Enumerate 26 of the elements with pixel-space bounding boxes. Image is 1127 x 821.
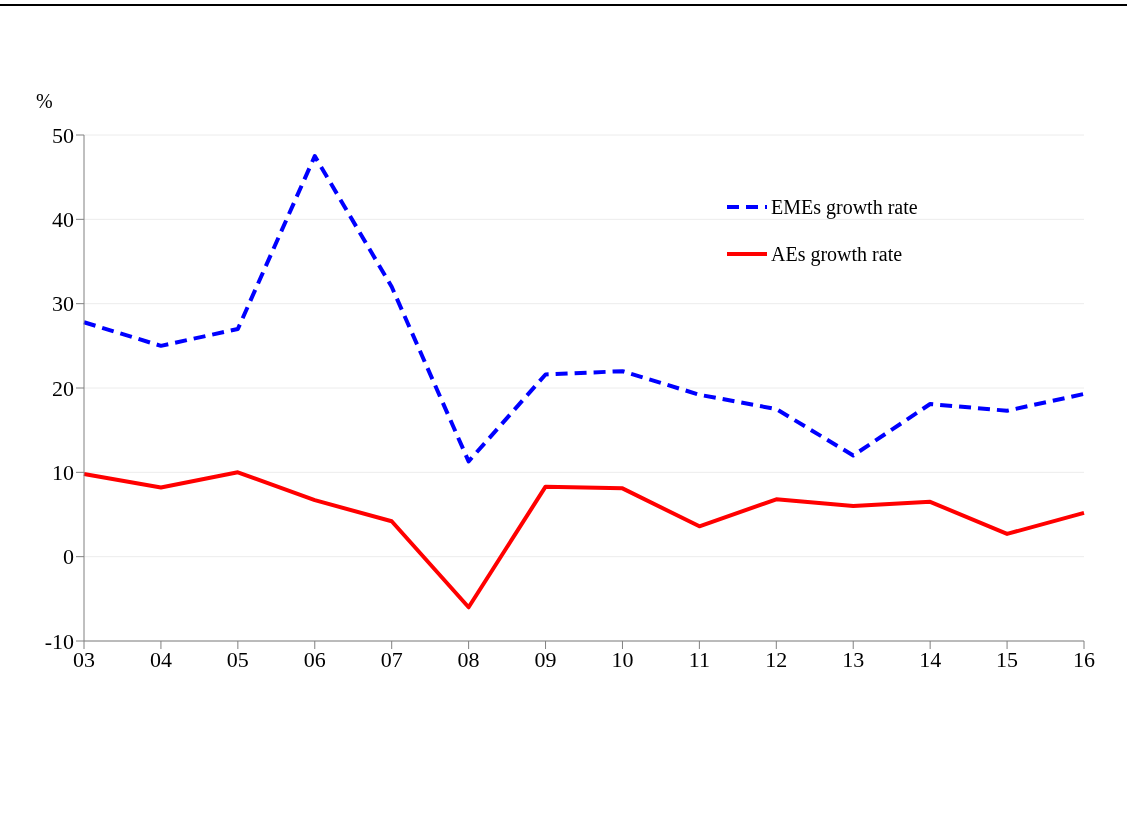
x-tick-label: 04	[149, 646, 172, 672]
x-tick-label: 03	[73, 646, 95, 672]
y-tick-label: 30	[52, 291, 74, 317]
y-tick-label: 10	[52, 460, 74, 486]
y-axis-title: %	[36, 90, 53, 113]
x-tick-label: 05	[226, 646, 249, 672]
x-tick-label: 13	[842, 646, 865, 672]
legend-label: AEs growth rate	[771, 242, 903, 266]
x-tick-label: 09	[534, 646, 557, 672]
x-tick-label: 06	[303, 646, 326, 672]
y-tick-label: 50	[52, 122, 74, 148]
legend-label: EMEs growth rate	[771, 195, 918, 219]
x-tick-label: 12	[765, 646, 788, 672]
x-tick-label: 07	[380, 646, 403, 672]
y-tick-label: 20	[52, 375, 74, 401]
line-series	[82, 470, 1086, 610]
y-tick-label: 40	[52, 207, 74, 233]
x-tick-label: 10	[611, 646, 634, 672]
x-tick-label: 16	[1073, 646, 1095, 672]
line-series	[82, 154, 1086, 464]
x-tick-label: 14	[919, 646, 942, 672]
x-tick-label: 15	[996, 646, 1019, 672]
y-tick-label: 0	[63, 544, 74, 570]
y-tick-label: -10	[44, 628, 74, 654]
x-tick-label: 11	[688, 646, 710, 672]
x-tick-label: 08	[457, 646, 480, 672]
